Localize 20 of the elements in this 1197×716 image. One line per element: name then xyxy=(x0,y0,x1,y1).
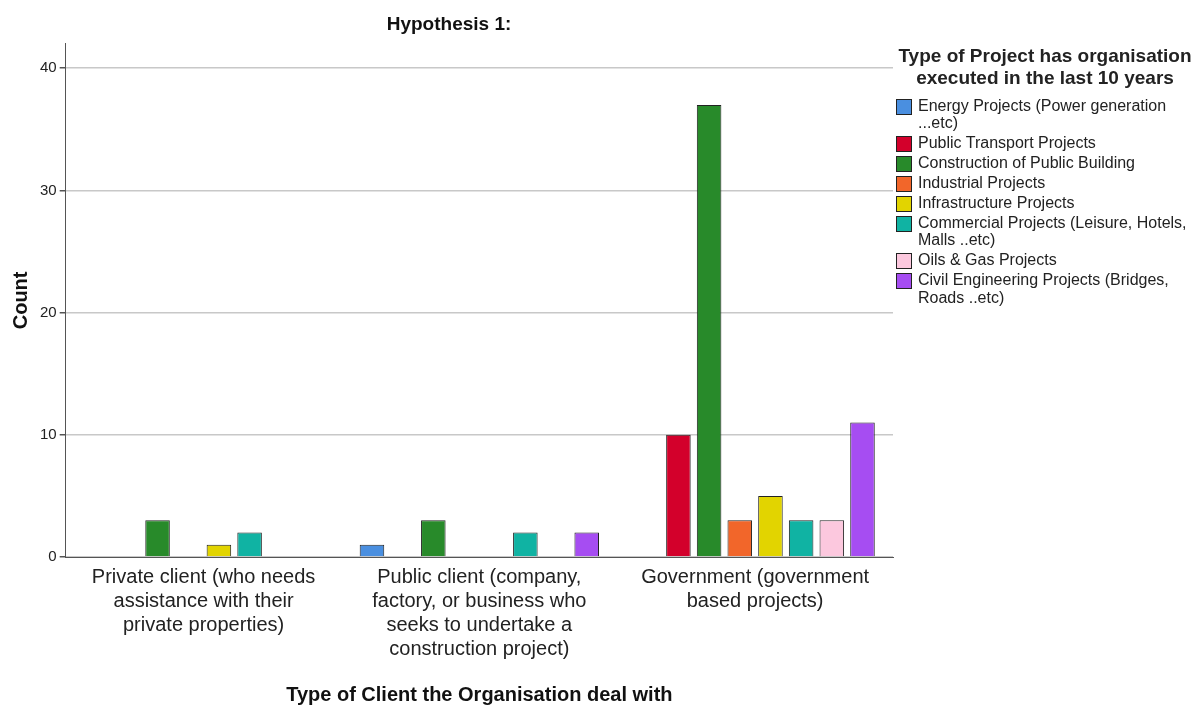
y-tick-label: 10 xyxy=(40,424,57,442)
legend-label: Infrastructure Projects xyxy=(918,193,1075,212)
chart-title: Hypothesis 1: xyxy=(386,12,512,34)
legend-label: Oils & Gas Projects xyxy=(918,251,1057,269)
legend-label: Civil Engineering Projects (Bridges, Roads ..etc) xyxy=(918,271,1170,307)
x-tick-label: Private client (who needs assistance with their private properties) xyxy=(91,564,316,635)
legend-label: Industrial Projects xyxy=(918,173,1046,192)
y-tick-label: 40 xyxy=(40,58,57,76)
x-tick-label: Government (government based projects) xyxy=(641,564,870,611)
y-tick-label: 20 xyxy=(40,302,57,320)
x-tick-label: Public client (company, factory, or business who seeks to undertake a construction project) xyxy=(372,564,587,659)
legend-label: Commercial Projects (Leisure, Hotels, Malls ..etc) xyxy=(918,213,1188,250)
y-tick-label: 0 xyxy=(48,547,57,565)
x-axis-title: Type of Client the Organisation deal with xyxy=(286,682,673,705)
legend-label: Energy Projects (Power generation ...etc) xyxy=(918,96,1168,132)
legend-label: Construction of Public Building xyxy=(918,153,1136,172)
legend-label: Public Transport Projects xyxy=(918,133,1096,152)
y-tick-label: 30 xyxy=(40,180,57,198)
legend-title: Type of Project has organisation executed in the last 10 years xyxy=(897,45,1193,89)
y-axis-title: Count xyxy=(8,271,31,330)
